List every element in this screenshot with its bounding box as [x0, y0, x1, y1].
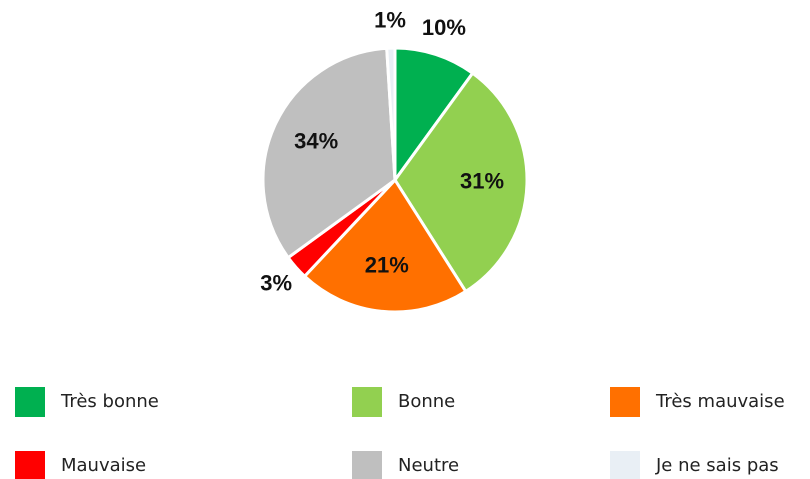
slice-label: 21%	[365, 253, 409, 278]
legend-label: Bonne	[398, 391, 455, 412]
legend-swatch	[15, 387, 45, 417]
pie-slice	[261, 46, 397, 260]
slice-label: 34%	[294, 129, 338, 154]
legend-swatch	[610, 387, 640, 417]
legend-swatch	[352, 451, 382, 479]
slice-label: 31%	[460, 169, 504, 194]
legend-label: Très bonne	[60, 391, 159, 412]
pie-slice	[302, 177, 468, 314]
legend-swatch	[610, 451, 640, 479]
pie-slice	[393, 46, 475, 185]
pie-slice	[385, 46, 397, 181]
legend-swatch	[15, 451, 45, 479]
legend-label: Mauvaise	[61, 455, 146, 476]
pie-slice	[393, 71, 529, 294]
slice-label: 10%	[422, 15, 466, 40]
slice-label: 3%	[260, 271, 292, 296]
legend-label: Neutre	[398, 455, 459, 476]
legend-label: Très mauvaise	[655, 391, 785, 412]
legend-label: Je ne sais pas	[655, 455, 779, 476]
slice-label: 1%	[374, 7, 406, 32]
legend-swatch	[352, 387, 382, 417]
